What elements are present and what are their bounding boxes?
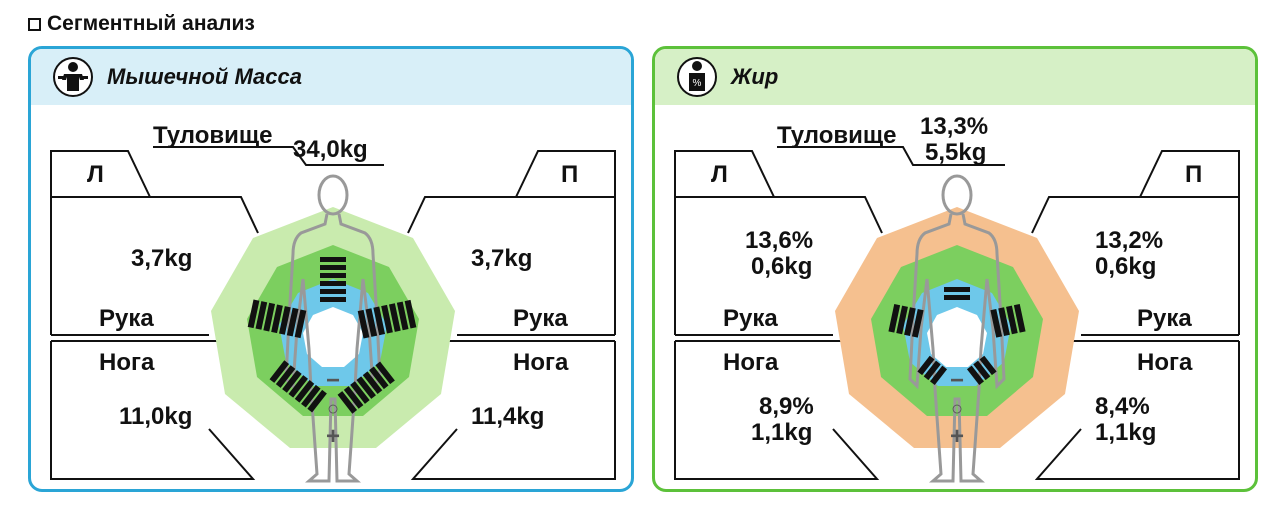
trunk-value: 5,5kg — [925, 139, 987, 166]
left-arm-bars — [888, 303, 924, 338]
center — [303, 307, 363, 367]
muscle-panel-title: Мышечной Масса — [107, 64, 303, 89]
right-leg-bars — [337, 361, 395, 414]
left-leg-value: 1,1kg — [751, 419, 813, 446]
left-arm-box — [674, 196, 883, 335]
left-leg-label: Нога — [99, 349, 155, 376]
right-leg-bars — [966, 355, 997, 386]
trunk-percent: 13,3% — [920, 113, 989, 140]
left-arm-box — [50, 196, 259, 335]
right-arm-label: Рука — [513, 305, 568, 332]
fat-panel-title: Жир — [731, 64, 779, 89]
left-leg-value: 11,0kg — [119, 403, 193, 430]
muscle-panel-header: Мышечной Масса — [31, 49, 631, 105]
trunk-label: Туловище — [777, 122, 897, 149]
right-arm-value: 0,6kg — [1095, 253, 1157, 280]
trunk-value: 34,0kg — [293, 136, 368, 163]
scale-minus: − — [949, 367, 964, 394]
section-title: Сегментный анализ — [28, 12, 255, 36]
trunk-label: Туловище — [153, 122, 273, 149]
fat-panel-header: % Жир — [655, 49, 1255, 105]
right-tab-outline — [1139, 150, 1240, 198]
right-arm-bars — [357, 299, 417, 339]
body-silhouette — [908, 174, 1006, 483]
left-arm-bars — [247, 299, 307, 339]
right-tab-outline — [515, 150, 616, 198]
left-leg-box — [50, 341, 256, 480]
muscle-mass-panel: Мышечной Масса — [28, 46, 634, 492]
right-arm-bars — [990, 303, 1026, 338]
fat-panel: % Жир — [652, 46, 1258, 492]
right-leg-value: 11,4kg — [471, 403, 545, 430]
trunk-bars — [320, 257, 346, 302]
trunk-bars — [944, 287, 970, 300]
left-leg-bars — [917, 355, 948, 386]
right-leg-value: 1,1kg — [1095, 419, 1157, 446]
right-side-label: П — [561, 161, 579, 188]
left-tab-outline — [50, 150, 151, 198]
scale-plus: + — [325, 423, 340, 450]
fat-diagram — [674, 146, 1240, 483]
right-arm-box — [407, 196, 616, 335]
left-leg-box — [674, 341, 880, 480]
right-side-label: П — [1185, 161, 1203, 188]
left-arm-value: 3,7kg — [131, 245, 193, 272]
right-leg-label: Нога — [1137, 349, 1193, 376]
right-arm-value: 3,7kg — [471, 245, 533, 272]
muscle-man-icon — [53, 57, 93, 97]
right-arm-percent: 13,2% — [1095, 227, 1164, 254]
left-leg-label: Нога — [723, 349, 779, 376]
svg-text:%: % — [693, 78, 702, 89]
body-silhouette — [284, 174, 382, 483]
right-leg-label: Нога — [513, 349, 569, 376]
left-arm-percent: 13,6% — [745, 227, 814, 254]
scale-normal: ○ — [326, 398, 340, 420]
scale-minus: − — [325, 367, 340, 394]
left-tab-outline — [674, 150, 775, 198]
right-leg-box — [1034, 341, 1240, 480]
right-arm-label: Рука — [1137, 305, 1192, 332]
body-fat-percent-icon: % — [677, 57, 717, 97]
left-side-label: Л — [711, 161, 728, 188]
scale-normal: ○ — [950, 398, 964, 420]
checkbox-square-icon — [28, 17, 41, 31]
right-leg-box — [410, 341, 616, 480]
left-leg-percent: 8,9% — [759, 393, 814, 420]
left-leg-bars — [269, 360, 327, 413]
left-arm-label: Рука — [99, 305, 154, 332]
section-title-text: Сегментный анализ — [47, 12, 255, 35]
right-leg-percent: 8,4% — [1095, 393, 1150, 420]
right-arm-box — [1031, 196, 1240, 335]
left-arm-label: Рука — [723, 305, 778, 332]
muscle-diagram — [50, 146, 616, 483]
center — [927, 307, 987, 367]
scale-plus: + — [949, 423, 964, 450]
left-side-label: Л — [87, 161, 104, 188]
left-arm-value: 0,6kg — [751, 253, 813, 280]
